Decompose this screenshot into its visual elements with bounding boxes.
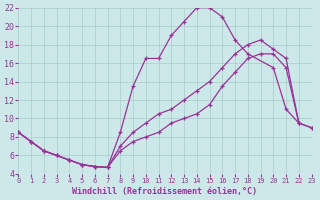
X-axis label: Windchill (Refroidissement éolien,°C): Windchill (Refroidissement éolien,°C)	[72, 187, 258, 196]
